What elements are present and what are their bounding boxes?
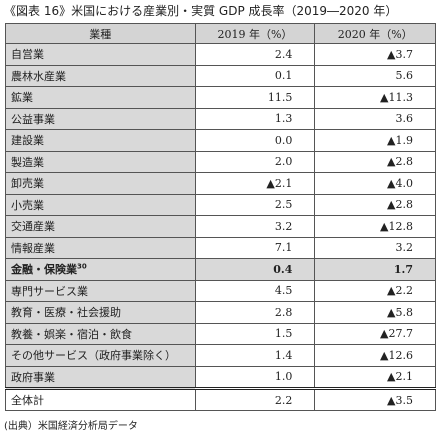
source-note: (出典）米国経済分析局データ [4, 421, 138, 432]
column-header: 業種 [5, 23, 196, 44]
industry-name: 製造業 [11, 155, 44, 169]
industry-name: 専門サービス業 [11, 284, 88, 298]
industry-cell: 専門サービス業 [5, 279, 196, 302]
industry-name: 教養・娯楽・宿泊・飲食 [11, 327, 132, 341]
value-2019: 0.0 [194, 129, 316, 152]
value-2019: 1.0 [194, 365, 316, 389]
industry-cell: その他サービス（政府事業除く） [5, 344, 196, 367]
table-row: 農林水産業 0.1 5.6 [5, 64, 436, 87]
value-2020: ▲2.8 [314, 193, 436, 216]
industry-name: 教育・医療・社会援助 [11, 306, 121, 320]
industry-name: 全体計 [11, 394, 44, 407]
value-2019: 2.4 [194, 43, 316, 66]
value-2020: ▲27.7 [314, 322, 436, 345]
value-2019: ▲2.1 [194, 172, 316, 195]
industry-cell: 自営業 [5, 43, 196, 66]
table-row: 全体計 2.2 ▲3.5 [5, 387, 436, 411]
industry-cell: 教養・娯楽・宿泊・飲食 [5, 322, 196, 345]
industry-name: 鉱業 [11, 91, 33, 105]
industry-cell: 全体計 [5, 387, 196, 411]
footnote-ref: 30 [77, 262, 87, 271]
industry-name: 情報産業 [11, 241, 55, 255]
industry-cell: 情報産業 [5, 236, 196, 259]
column-header: 2020 年（%） [314, 23, 436, 44]
value-2019: 2.8 [194, 301, 316, 324]
value-2019: 1.3 [194, 107, 316, 130]
value-2020: ▲2.1 [314, 365, 436, 389]
industry-cell: 鉱業 [5, 86, 196, 109]
industry-name: 政府事業 [11, 370, 55, 384]
value-2020: ▲2.8 [314, 150, 436, 173]
value-2020: ▲12.8 [314, 215, 436, 238]
value-2020: ▲11.3 [314, 86, 436, 109]
table-row: 交通産業 3.2 ▲12.8 [5, 215, 436, 238]
industry-cell: 公益事業 [5, 107, 196, 130]
industry-cell: 卸売業 [5, 172, 196, 195]
industry-cell: 農林水産業 [5, 64, 196, 87]
industry-cell: 建設業 [5, 129, 196, 152]
value-2020: ▲12.6 [314, 344, 436, 367]
value-2019: 7.1 [194, 236, 316, 259]
value-2020: ▲4.0 [314, 172, 436, 195]
value-2020: ▲3.5 [314, 387, 436, 411]
industry-name: 卸売業 [11, 177, 44, 191]
industry-name: 交通産業 [11, 220, 55, 234]
table-row: 建設業 0.0 ▲1.9 [5, 129, 436, 152]
industry-name: 自営業 [11, 48, 44, 62]
table-row: 専門サービス業 4.5 ▲2.2 [5, 279, 436, 302]
value-2019: 2.2 [194, 387, 316, 411]
industry-name: 農林水産業 [11, 69, 66, 83]
value-2020: 1.7 [314, 258, 436, 281]
industry-name: 公益事業 [11, 112, 55, 126]
industry-cell: 小売業 [5, 193, 196, 216]
table-row: 金融・保険業30 0.4 1.7 [5, 258, 436, 281]
value-2019: 11.5 [194, 86, 316, 109]
value-2020: 3.6 [314, 107, 436, 130]
value-2019: 1.4 [194, 344, 316, 367]
value-2020: ▲1.9 [314, 129, 436, 152]
header-row: 業種 2019 年（%） 2020 年（%） [5, 23, 436, 44]
table-row: 教育・医療・社会援助 2.8 ▲5.8 [5, 301, 436, 324]
value-2019: 0.4 [194, 258, 316, 281]
value-2019: 4.5 [194, 279, 316, 302]
value-2020: 5.6 [314, 64, 436, 87]
value-2020: ▲3.7 [314, 43, 436, 66]
industry-cell: 製造業 [5, 150, 196, 173]
industry-cell: 政府事業 [5, 365, 196, 389]
value-2019: 2.0 [194, 150, 316, 173]
value-2020: ▲5.8 [314, 301, 436, 324]
industry-name: 小売業 [11, 198, 44, 212]
table-row: 卸売業 ▲2.1 ▲4.0 [5, 172, 436, 195]
value-2019: 3.2 [194, 215, 316, 238]
table-row: 製造業 2.0 ▲2.8 [5, 150, 436, 173]
table-row: 公益事業 1.3 3.6 [5, 107, 436, 130]
industry-cell: 金融・保険業30 [5, 258, 196, 281]
table-row: 自営業 2.4 ▲3.7 [5, 43, 436, 66]
value-2020: ▲2.2 [314, 279, 436, 302]
value-2019: 0.1 [194, 64, 316, 87]
industry-name: 建設業 [11, 134, 44, 148]
title: 《図表 16》米国における産業別・実質 GDP 成長率（2019―2020 年） [4, 4, 398, 18]
value-2020: 3.2 [314, 236, 436, 259]
table-row: 情報産業 7.1 3.2 [5, 236, 436, 259]
table-row: 小売業 2.5 ▲2.8 [5, 193, 436, 216]
column-header: 2019 年（%） [194, 23, 316, 44]
industry-name: 金融・保険業 [11, 263, 77, 277]
industry-cell: 教育・医療・社会援助 [5, 301, 196, 324]
value-2019: 1.5 [194, 322, 316, 345]
table-row: その他サービス（政府事業除く） 1.4 ▲12.6 [5, 344, 436, 367]
table-row: 教養・娯楽・宿泊・飲食 1.5 ▲27.7 [5, 322, 436, 345]
industry-cell: 交通産業 [5, 215, 196, 238]
table-row: 政府事業 1.0 ▲2.1 [5, 365, 436, 389]
table-row: 鉱業 11.5 ▲11.3 [5, 86, 436, 109]
gdp-table: 業種 2019 年（%） 2020 年（%） 自営業 2.4 ▲3.7 農林水産業 0.… [5, 23, 436, 411]
value-2019: 2.5 [194, 193, 316, 216]
industry-name: その他サービス（政府事業除く） [11, 349, 176, 363]
